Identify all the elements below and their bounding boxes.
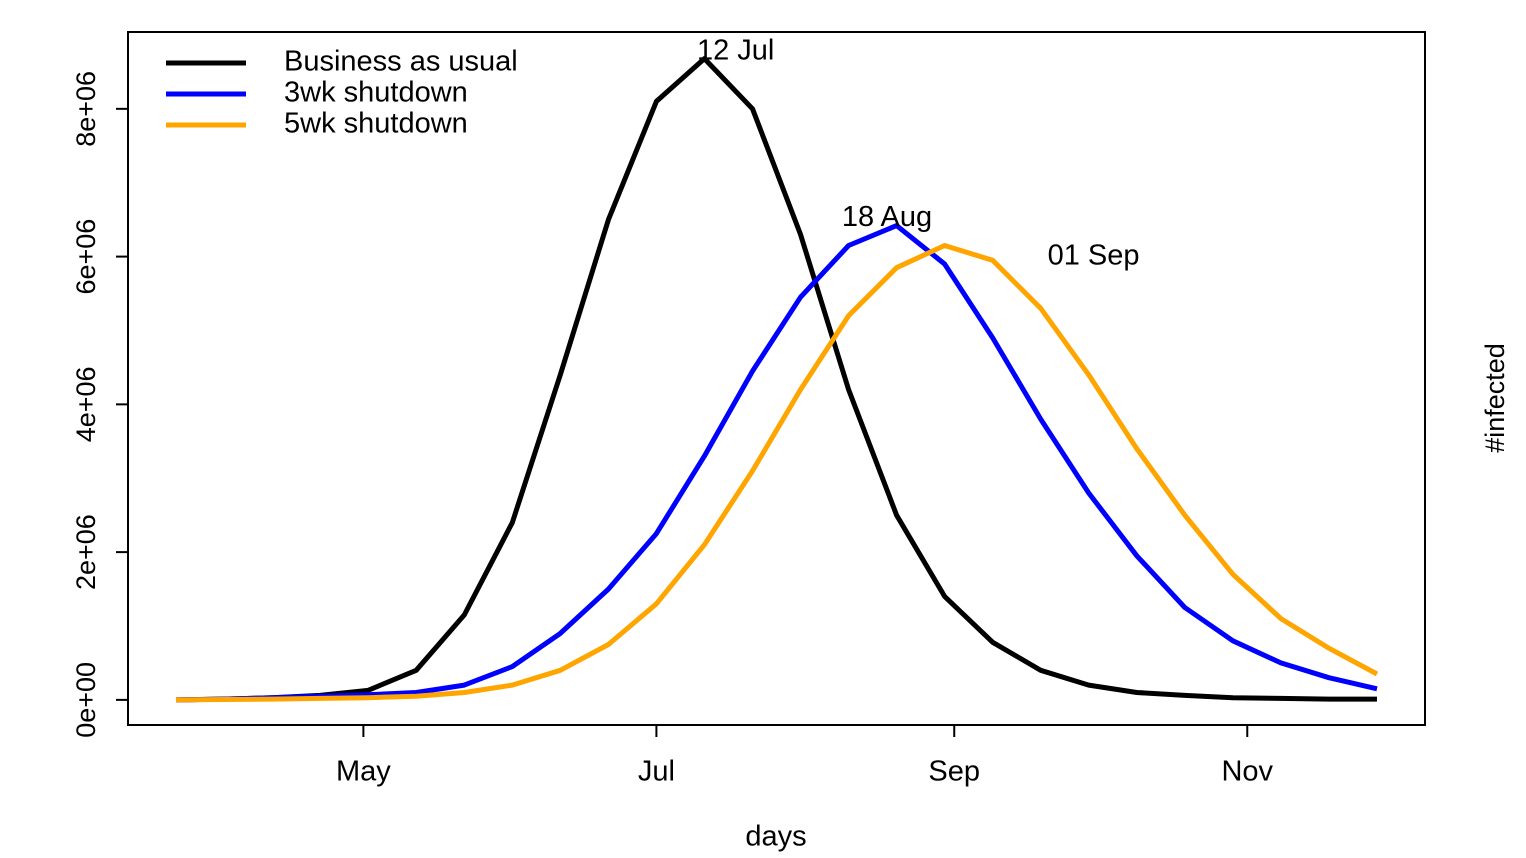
line-series <box>175 56 1377 703</box>
plot-frame <box>127 31 1426 726</box>
peak-annotation: 01 Sep <box>1048 239 1140 271</box>
y-tick-label: 4e+06 <box>71 366 101 442</box>
x-axis-label: days <box>745 821 806 853</box>
x-tick-label: Sep <box>928 756 980 788</box>
x-tick-label: Jul <box>638 756 675 788</box>
line-series <box>175 223 1378 703</box>
legend-label: 5wk shutdown <box>284 108 468 140</box>
x-tick-label: May <box>336 756 391 788</box>
x-tick-label: Nov <box>1221 756 1273 788</box>
y-tick-label: 2e+06 <box>71 514 101 590</box>
y-tick-label: 6e+06 <box>71 219 101 295</box>
legend-label: 3wk shutdown <box>284 77 468 109</box>
legend-label: Business as usual <box>284 46 518 78</box>
y-axis-label: #infected <box>1480 343 1510 453</box>
peak-annotation: 12 Jul <box>697 35 774 67</box>
peak-annotation: 18 Aug <box>842 201 932 233</box>
y-tick-label: 8e+06 <box>71 71 101 147</box>
y-tick-label: 0e+00 <box>71 662 101 738</box>
line-series <box>175 243 1379 703</box>
